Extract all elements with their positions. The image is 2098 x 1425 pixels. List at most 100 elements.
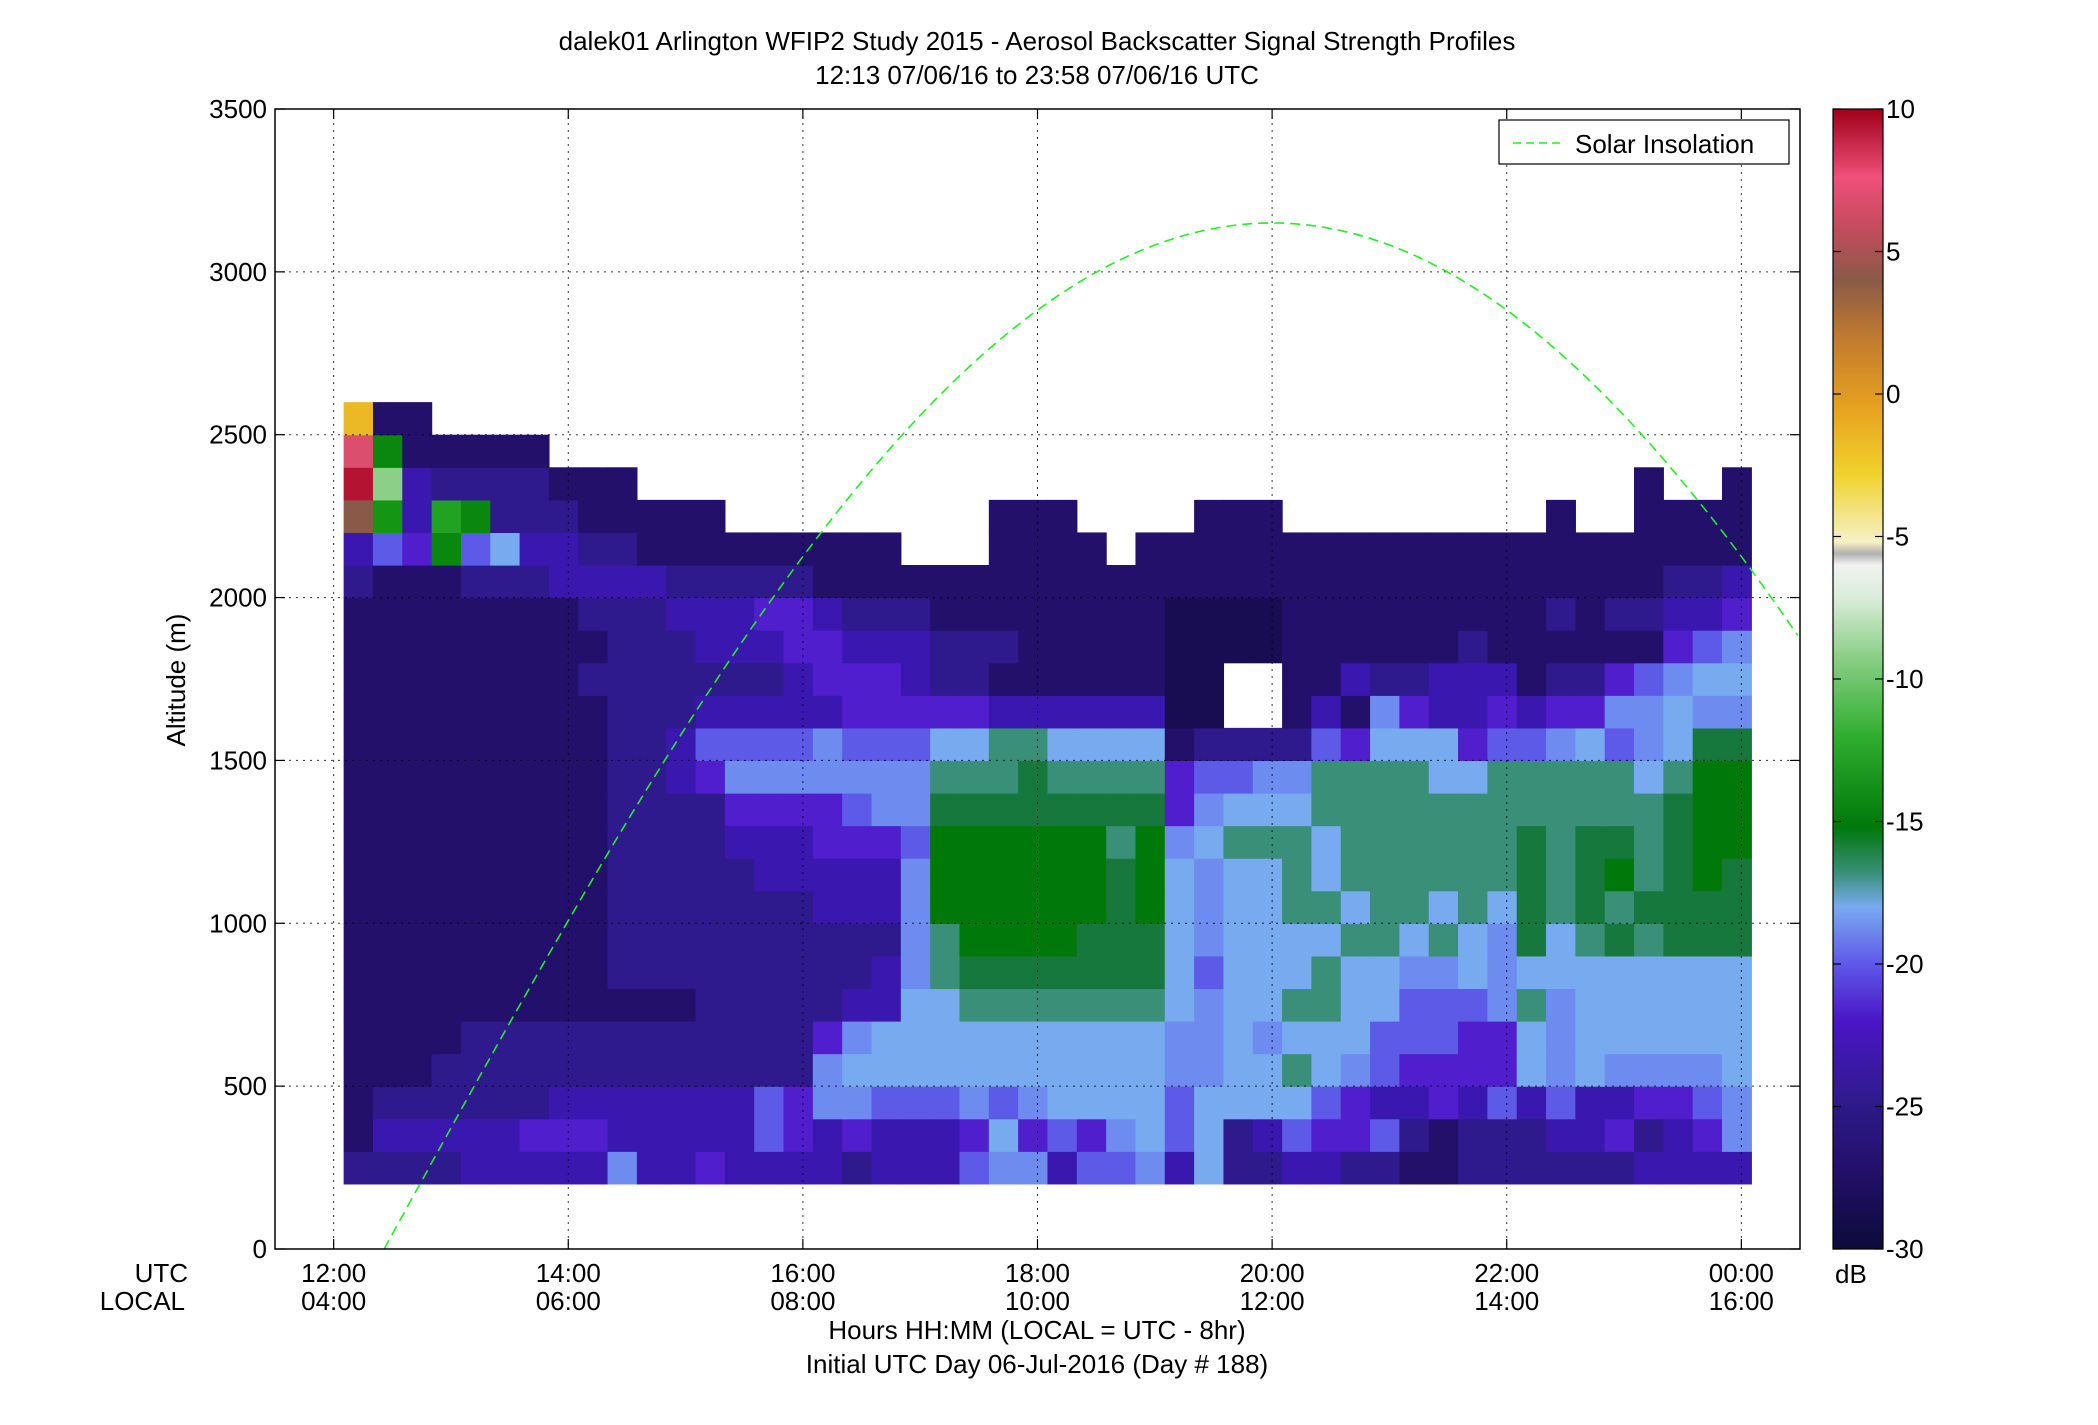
- heatmap-cell: [460, 825, 491, 859]
- heatmap-cell: [1487, 662, 1518, 696]
- heatmap-cell: [1135, 1086, 1166, 1120]
- heatmap-cell: [1487, 597, 1518, 631]
- heatmap-cell: [930, 955, 961, 990]
- y-tick-label: 0: [253, 1234, 267, 1264]
- heatmap-cell: [1135, 1053, 1166, 1087]
- heatmap-cell: [607, 597, 638, 631]
- heatmap-cell: [1604, 1021, 1635, 1055]
- heatmap-cell: [959, 695, 990, 729]
- heatmap-cell: [578, 1053, 609, 1087]
- heatmap-cell: [1106, 565, 1137, 599]
- heatmap-cell: [548, 1086, 579, 1120]
- heatmap-cell: [343, 955, 374, 990]
- heatmap-cell: [666, 499, 697, 534]
- heatmap-cell: [1370, 955, 1400, 990]
- heatmap-cell: [1340, 630, 1371, 664]
- heatmap-cell: [871, 662, 902, 696]
- heatmap-cell: [519, 988, 550, 1022]
- heatmap-cell: [402, 597, 433, 631]
- colorbar: 10 5 0 -5 -10 -15 -20 -25 -30 dB: [1832, 94, 1924, 1289]
- heatmap-cell: [1135, 923, 1166, 957]
- heatmap-cell: [402, 1118, 433, 1152]
- heatmap-cell: [1634, 532, 1664, 566]
- x-tick-label-utc: 22:00: [1474, 1258, 1539, 1288]
- heatmap-cell: [1311, 760, 1342, 794]
- heatmap-cell: [842, 923, 873, 957]
- heatmap-cell: [607, 793, 638, 827]
- heatmap-cell: [1458, 597, 1488, 631]
- heatmap-cell: [431, 793, 462, 827]
- heatmap-cell: [1282, 597, 1313, 631]
- heatmap-cell: [1516, 695, 1547, 729]
- heatmap-cell: [783, 597, 814, 631]
- heatmap-cell: [1106, 825, 1137, 859]
- x-tick-label-local: 16:00: [1709, 1286, 1774, 1316]
- heatmap-cell: [1340, 825, 1371, 859]
- heatmap-cell: [1546, 858, 1576, 892]
- heatmap-cell: [1546, 923, 1576, 957]
- heatmap-cell: [695, 1086, 726, 1120]
- colorbar-tick-label: -15: [1886, 807, 1924, 837]
- heatmap-cell: [695, 793, 726, 827]
- heatmap-cell: [842, 662, 873, 696]
- heatmap-cell: [1399, 727, 1430, 762]
- heatmap-cell: [431, 923, 462, 957]
- heatmap-cell: [1252, 565, 1283, 599]
- colorbar-gradient: [1832, 108, 1884, 1250]
- utc-row-label: UTC: [135, 1258, 188, 1288]
- heatmap-cell: [607, 727, 638, 762]
- heatmap-cell: [1252, 1118, 1283, 1152]
- heatmap-cell: [578, 499, 609, 534]
- heatmap-cell: [1663, 597, 1694, 631]
- heatmap-cell: [666, 565, 697, 599]
- heatmap-cell: [1546, 760, 1576, 794]
- heatmap-cell: [1106, 1053, 1137, 1087]
- heatmap-cell: [1076, 1086, 1107, 1120]
- heatmap-cell: [1164, 793, 1195, 827]
- heatmap-cell: [666, 1118, 697, 1152]
- heatmap-cell: [1018, 890, 1049, 924]
- heatmap-cell: [431, 760, 462, 794]
- heatmap-cell: [783, 695, 814, 729]
- heatmap-cell: [900, 662, 931, 696]
- heatmap-cell: [1047, 988, 1078, 1022]
- heatmap-cell: [431, 695, 462, 729]
- heatmap-cell: [695, 1021, 726, 1055]
- heatmap-cell: [1546, 1053, 1576, 1087]
- heatmap-cell: [1604, 630, 1635, 664]
- heatmap-cell: [1692, 1021, 1723, 1055]
- heatmap-cell: [1223, 630, 1254, 664]
- heatmap-cell: [1164, 858, 1195, 892]
- heatmap-cell: [666, 793, 697, 827]
- heatmap-cell: [695, 662, 726, 696]
- heatmap-cell: [548, 825, 579, 859]
- heatmap-cell: [1282, 695, 1313, 729]
- heatmap-cell: [1223, 565, 1254, 599]
- heatmap-cell: [402, 565, 433, 599]
- heatmap-cell: [1135, 1118, 1166, 1152]
- chart-title-line1: dalek01 Arlington WFIP2 Study 2015 - Aer…: [559, 26, 1516, 56]
- heatmap-cell: [1282, 955, 1313, 990]
- heatmap-cell: [1634, 1118, 1664, 1152]
- heatmap-cell: [1516, 532, 1547, 566]
- heatmap-cell: [607, 858, 638, 892]
- heatmap-cell: [1018, 630, 1049, 664]
- heatmap-cell: [1399, 793, 1430, 827]
- heatmap-cell: [1663, 1151, 1694, 1185]
- heatmap-cell: [343, 1151, 374, 1185]
- heatmap-cell: [460, 1151, 491, 1185]
- heatmap-cell: [1194, 890, 1225, 924]
- heatmap-cell: [402, 402, 433, 436]
- heatmap-cell: [1194, 695, 1225, 729]
- heatmap-cell: [1106, 955, 1137, 990]
- heatmap-cell: [1575, 1053, 1606, 1087]
- heatmap-cell: [666, 662, 697, 696]
- heatmap-cell: [1428, 630, 1459, 664]
- heatmap-cell: [1575, 825, 1606, 859]
- heatmap-cell: [724, 662, 755, 696]
- heatmap-cell: [1487, 630, 1518, 664]
- heatmap-cell: [959, 597, 990, 631]
- heatmap-cell: [842, 988, 873, 1022]
- heatmap-cell: [1164, 988, 1195, 1022]
- heatmap-cell: [1223, 499, 1254, 534]
